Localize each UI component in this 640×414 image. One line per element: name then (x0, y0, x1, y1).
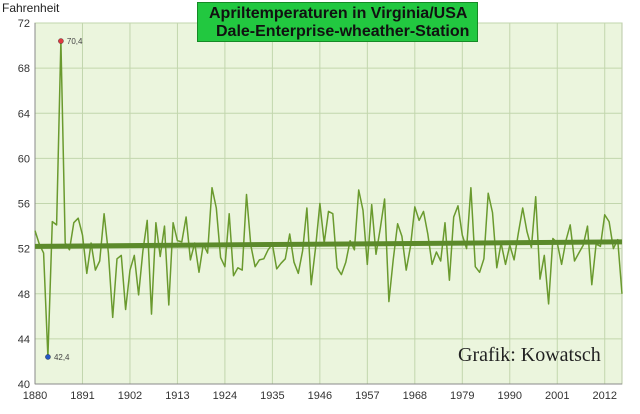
trend-line (34, 239, 623, 249)
y-tick-label: 60 (18, 153, 30, 165)
y-axis-label: Fahrenheit (2, 1, 60, 15)
x-tick-label: 1957 (355, 390, 379, 402)
x-tick-label: 1891 (70, 390, 94, 402)
x-tick-label: 1935 (260, 390, 284, 402)
max-point-marker (58, 38, 64, 44)
min-point-label: 42,4 (54, 353, 70, 362)
x-tick-label: 2001 (545, 390, 569, 402)
credit-label: Grafik: Kowatsch (458, 344, 601, 366)
temperature-line (34, 40, 623, 358)
x-tick-label: 1924 (213, 390, 237, 402)
x-tick-label: 1913 (165, 390, 189, 402)
x-tick-label: 1902 (118, 390, 142, 402)
y-tick-label: 64 (18, 108, 30, 120)
chart-subtitle: Dale-Enterprise-wheather-Station (216, 23, 470, 40)
x-tick-label: 1968 (403, 390, 427, 402)
y-tick-label: 56 (18, 199, 30, 211)
x-tick-label: 1979 (450, 390, 474, 402)
y-tick-label: 40 (18, 379, 30, 391)
max-point-label: 70,4 (67, 37, 83, 46)
chart-title: Apriltemperaturen in Virginia/USA (209, 5, 468, 22)
min-point-marker (45, 354, 51, 360)
chart-title-box: Apriltemperaturen in Virginia/USA Dale-E… (197, 2, 478, 42)
x-tick-label: 1990 (498, 390, 522, 402)
x-tick-label: 2012 (592, 390, 616, 402)
y-tick-label: 72 (18, 18, 30, 30)
x-tick-label: 1880 (23, 390, 47, 402)
y-tick-label: 44 (18, 334, 30, 346)
y-tick-label: 48 (18, 289, 30, 301)
y-tick-label: 52 (18, 244, 30, 256)
y-tick-label: 68 (18, 63, 30, 75)
x-tick-label: 1946 (308, 390, 332, 402)
